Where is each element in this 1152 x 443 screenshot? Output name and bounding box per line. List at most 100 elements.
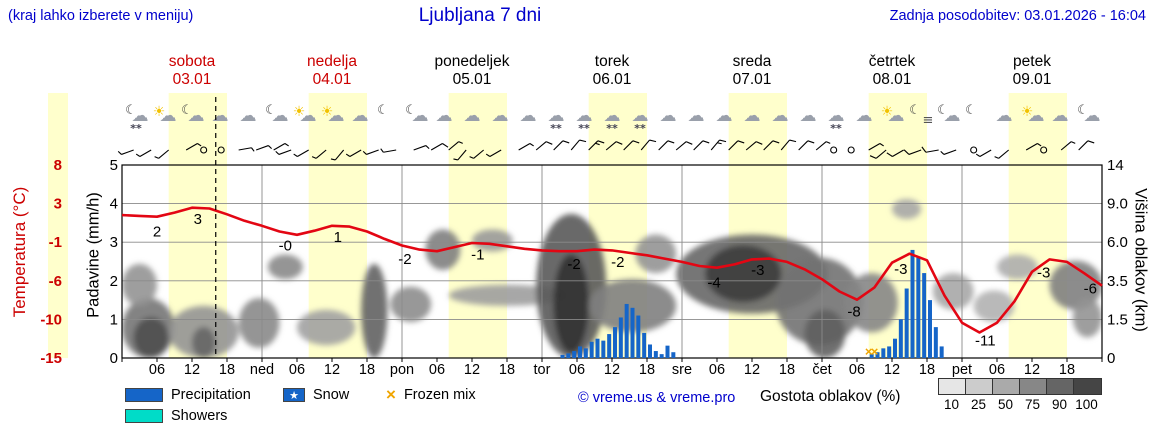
svg-text:×: × <box>865 344 873 359</box>
x-axis-tick-marks <box>121 358 1103 362</box>
svg-text:0: 0 <box>1107 350 1115 367</box>
svg-text:**: ** <box>606 122 618 135</box>
day-name: petek <box>1013 53 1051 70</box>
showers-label: Showers <box>171 408 228 424</box>
precipitation-axis-ticks: 5 4 3 2 1 0 <box>110 157 118 367</box>
legend-showers: Showers <box>125 408 227 424</box>
svg-text:☾: ☾ <box>125 103 137 118</box>
svg-text:☾: ☾ <box>965 103 977 118</box>
weather-icon: ☾☁ <box>1077 103 1100 126</box>
weather-icon: ☁ <box>240 106 257 126</box>
svg-text:☁: ☁ <box>1052 106 1069 126</box>
svg-text:18: 18 <box>219 362 235 378</box>
svg-text:-8: -8 <box>847 303 860 320</box>
svg-text:☾: ☾ <box>181 103 193 118</box>
svg-text:-15: -15 <box>40 350 62 367</box>
svg-text:×: × <box>871 344 879 359</box>
density-step-swatch <box>1047 379 1074 394</box>
svg-text:1: 1 <box>110 311 118 328</box>
svg-text:12: 12 <box>184 362 200 378</box>
density-step-value: 90 <box>1051 397 1068 412</box>
svg-text:☾: ☾ <box>377 103 389 118</box>
day-date: 04.01 <box>313 71 352 88</box>
svg-text:☀: ☀ <box>293 104 306 120</box>
svg-text:☁: ☁ <box>492 106 509 126</box>
svg-text:☀: ☀ <box>881 104 894 120</box>
svg-text:14: 14 <box>1107 157 1124 174</box>
day-name: četrtek <box>869 53 916 70</box>
weather-icon: ☾☁** <box>125 103 148 135</box>
snow-label: Snow <box>313 387 350 403</box>
svg-text:6.0: 6.0 <box>1107 234 1128 251</box>
svg-text:☁: ☁ <box>744 106 761 126</box>
weather-icon: ☁ <box>800 106 817 126</box>
day-name: ponedeljek <box>435 53 510 70</box>
svg-text:☀: ☀ <box>321 104 334 120</box>
svg-text:☁: ☁ <box>352 106 369 126</box>
cloud-height-axis-ticks: 14 9.0 6.0 3.5 1.5 0 <box>1107 157 1128 367</box>
svg-text:☁: ☁ <box>328 106 345 126</box>
weather-icon: ☀☁ <box>1021 104 1045 126</box>
precipitation-label: Precipitation <box>171 387 251 403</box>
weather-icon: ☁ <box>436 106 453 126</box>
svg-text:☾: ☾ <box>1077 103 1089 118</box>
weather-icon: ☁ <box>660 106 677 126</box>
precipitation-swatch-icon <box>125 388 163 402</box>
svg-text:1.5: 1.5 <box>1107 311 1128 328</box>
svg-text:☾: ☾ <box>937 103 949 118</box>
svg-text:-1: -1 <box>49 234 62 251</box>
svg-text:☁: ☁ <box>436 106 453 126</box>
svg-text:12: 12 <box>324 362 340 378</box>
svg-text:-2: -2 <box>567 256 580 273</box>
weather-icon: ☁** <box>828 106 845 135</box>
svg-text:sre: sre <box>672 362 692 378</box>
weather-icon: ☁ <box>716 106 733 126</box>
svg-text:06: 06 <box>849 362 865 378</box>
svg-text:tor: tor <box>534 362 551 378</box>
svg-text:☁: ☁ <box>212 106 229 126</box>
grid-lines <box>122 165 1102 358</box>
temperature-line <box>121 206 1103 334</box>
svg-text:☁: ☁ <box>604 106 621 126</box>
svg-text:☁: ☁ <box>520 106 537 126</box>
svg-text:☁: ☁ <box>800 106 817 126</box>
location-menu-hint: (kraj lahko izberete v meniju) <box>8 8 194 24</box>
svg-text:12: 12 <box>884 362 900 378</box>
density-step-swatch <box>993 379 1020 394</box>
svg-text:18: 18 <box>639 362 655 378</box>
svg-text:☁: ☁ <box>300 106 317 126</box>
svg-text:-0: -0 <box>279 238 292 255</box>
svg-text:pon: pon <box>390 362 414 378</box>
svg-text:2: 2 <box>153 224 161 241</box>
weather-icon: ☁ <box>856 106 873 126</box>
day-name: sreda <box>733 53 772 70</box>
svg-text:06: 06 <box>289 362 305 378</box>
weather-icons-row: ☾☁**☀☁ ☾☁ ☁ ☁ ☾☁ ☀☁ ☀☁ ☁ ☾ ☾☁ ☁ ☁ ☁ ☁ ☁**☁**☁**☁**☁ ☁ ☁ ☁… <box>125 103 1100 135</box>
svg-text:-3: -3 <box>1037 265 1050 282</box>
density-step-swatch <box>1074 379 1101 394</box>
svg-text:☁: ☁ <box>1084 106 1101 126</box>
svg-text:-1: -1 <box>471 246 484 263</box>
day-date: 05.01 <box>453 71 492 88</box>
svg-text:-6: -6 <box>1084 281 1097 298</box>
weather-icon: ☁ <box>772 106 789 126</box>
svg-text:☁: ☁ <box>688 106 705 126</box>
svg-text:3.5: 3.5 <box>1107 273 1128 290</box>
snow-swatch-icon: ★ <box>283 388 305 402</box>
weather-icon: ☾☁ <box>265 103 288 126</box>
density-step-value: 50 <box>997 397 1014 412</box>
svg-text:-4: -4 <box>707 274 720 291</box>
svg-text:06: 06 <box>709 362 725 378</box>
svg-text:8: 8 <box>54 157 62 174</box>
svg-text:☁: ☁ <box>828 106 845 126</box>
weather-icon: ☁ <box>352 106 369 126</box>
cloud-density-legend-label: Gostota oblakov (%) <box>760 388 901 405</box>
svg-text:2: 2 <box>110 273 118 290</box>
svg-text:12: 12 <box>744 362 760 378</box>
svg-text:18: 18 <box>1059 362 1075 378</box>
svg-text:**: ** <box>578 122 590 135</box>
svg-text:≡: ≡ <box>923 113 934 128</box>
svg-text:**: ** <box>830 122 842 135</box>
svg-text:0: 0 <box>110 350 118 367</box>
svg-text:pet: pet <box>952 362 972 378</box>
